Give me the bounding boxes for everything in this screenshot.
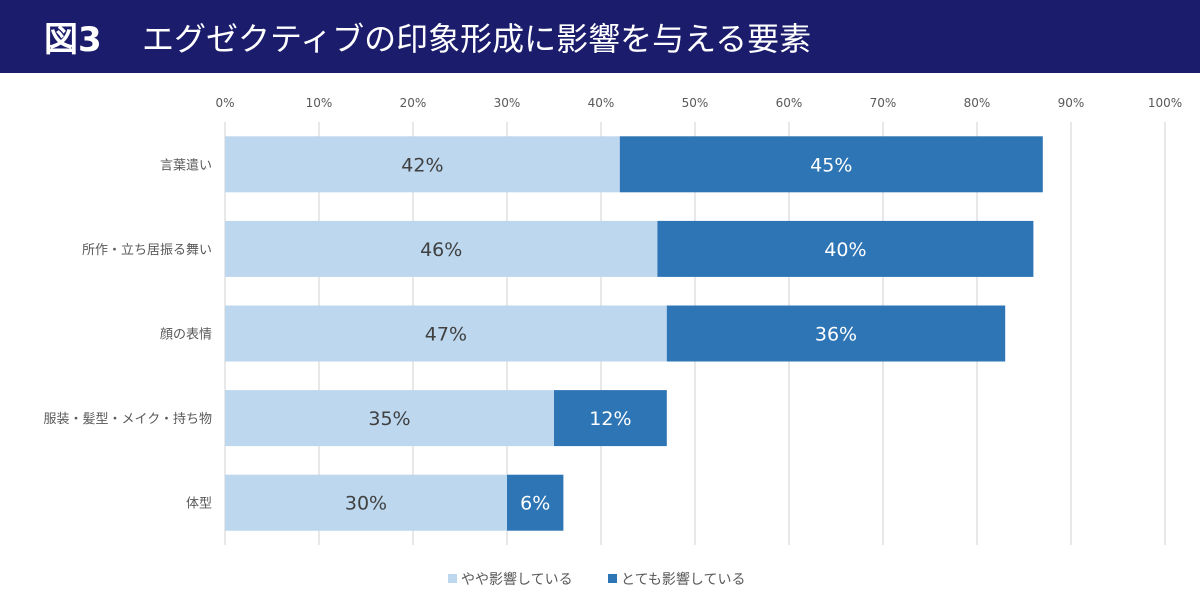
x-tick-label: 10% (306, 96, 333, 110)
category-label: 体型 (186, 497, 212, 512)
x-tick-label: 100% (1148, 96, 1182, 110)
bar-segment (657, 220, 1034, 277)
legend-label: とても影響している (621, 571, 745, 588)
title-bar: 図3 エグゼクティブの印象形成に影響を与える要素 (0, 0, 1200, 73)
category-label: 服装・髪型・メイク・持ち物 (44, 412, 212, 427)
bar-segment (507, 474, 564, 531)
category-label: 所作・立ち居振る舞い (82, 243, 212, 258)
data-label: 12% (589, 408, 631, 430)
data-label: 6% (520, 493, 550, 515)
bar-segment (225, 220, 658, 277)
legend-label: やや影響している (461, 571, 573, 588)
legend-swatch (448, 574, 457, 583)
bar-segment (225, 305, 667, 362)
figure-label: 図3 (44, 20, 102, 60)
x-tick-label: 60% (776, 96, 803, 110)
data-label: 46% (420, 239, 462, 261)
bar-segment (554, 390, 667, 447)
data-label: 30% (345, 493, 387, 515)
data-label: 42% (401, 154, 443, 176)
x-tick-label: 90% (1058, 96, 1085, 110)
data-label: 35% (368, 408, 410, 430)
bar-segment (666, 305, 1006, 362)
category-label: 顔の表情 (160, 328, 212, 343)
data-label: 40% (824, 239, 866, 261)
data-label: 36% (815, 324, 857, 346)
chart-title: エグゼクティブの印象形成に影響を与える要素 (142, 19, 812, 58)
legend-swatch (608, 574, 617, 583)
x-tick-label: 30% (494, 96, 521, 110)
category-label: 言葉遣い (160, 158, 212, 173)
x-tick-label: 0% (215, 96, 234, 110)
bar-segment (225, 136, 620, 193)
data-label: 47% (425, 324, 467, 346)
x-tick-label: 50% (682, 96, 709, 110)
bar-segment (619, 136, 1043, 193)
data-label: 45% (810, 154, 852, 176)
x-tick-label: 70% (870, 96, 897, 110)
x-tick-label: 40% (588, 96, 615, 110)
bar-segment (225, 390, 554, 447)
x-tick-label: 20% (400, 96, 427, 110)
bar-segment (225, 474, 507, 531)
x-tick-label: 80% (964, 96, 991, 110)
